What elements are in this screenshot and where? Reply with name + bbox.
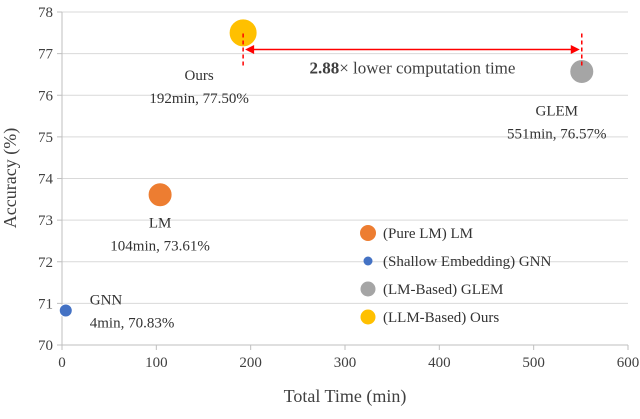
y-tick-label: 78 xyxy=(38,5,53,21)
x-axis-title: Total Time (min) xyxy=(284,386,407,407)
y-tick-label: 76 xyxy=(38,88,54,104)
point-label-glem: 551min, 76.57% xyxy=(507,127,607,143)
legend-marker xyxy=(363,256,373,266)
annotation-arrowhead-right xyxy=(570,44,580,54)
x-tick-label: 200 xyxy=(239,355,262,371)
point-label-gnn: GNN xyxy=(90,292,123,308)
point-labels: GNN 4min, 70.83% LM 104min, 73.61% GLEM 551mi… xyxy=(90,68,607,332)
point-label-ours: Ours xyxy=(185,68,214,84)
y-tick-label: 70 xyxy=(38,338,53,354)
data-point-ours xyxy=(228,18,258,48)
data-point-gnn xyxy=(58,303,73,318)
annotation-arrowhead-left xyxy=(245,44,255,54)
legend-marker xyxy=(360,225,376,241)
point-label-ours: 192min, 77.50% xyxy=(149,91,249,107)
x-tick-label: 100 xyxy=(145,355,168,371)
point-label-lm: LM xyxy=(149,216,172,232)
axes: 0 100 200 300 400 500 600 70 71 72 73 74 75 76 77 78 xyxy=(38,5,639,371)
y-tick-label: 73 xyxy=(38,213,53,229)
gridlines xyxy=(62,11,628,346)
legend-marker xyxy=(360,309,376,325)
y-axis-title: Accuracy (%) xyxy=(0,128,21,228)
x-tick-label: 400 xyxy=(428,355,451,371)
data-points xyxy=(58,18,595,318)
computation-time-annotation: 2.88× lower computation time xyxy=(242,33,583,77)
legend: (Pure LM) LM (Shallow Embedding) GNN (LM-B… xyxy=(360,225,551,326)
point-label-gnn: 4min, 70.83% xyxy=(90,315,175,331)
data-point-lm xyxy=(147,182,173,208)
x-tick-label: 500 xyxy=(522,355,545,371)
data-point-glem xyxy=(569,59,595,85)
y-tick-label: 75 xyxy=(38,130,53,146)
legend-label: (LLM-Based) Ours xyxy=(383,310,499,326)
point-label-lm: 104min, 73.61% xyxy=(110,239,210,255)
legend-marker xyxy=(360,281,376,297)
y-tick-label: 77 xyxy=(38,47,54,63)
y-tick-label: 72 xyxy=(38,255,53,271)
legend-label: (Shallow Embedding) GNN xyxy=(383,254,551,270)
point-label-glem: GLEM xyxy=(536,104,579,120)
x-tick-label: 300 xyxy=(334,355,357,371)
legend-label: (Pure LM) LM xyxy=(383,226,473,242)
x-tick-label: 600 xyxy=(617,355,640,371)
annotation-text: 2.88× lower computation time xyxy=(309,58,515,77)
x-tick-label: 0 xyxy=(58,355,66,371)
y-tick-label: 74 xyxy=(38,172,54,188)
legend-label: (LM-Based) GLEM xyxy=(383,282,503,298)
y-tick-label: 71 xyxy=(38,296,53,312)
